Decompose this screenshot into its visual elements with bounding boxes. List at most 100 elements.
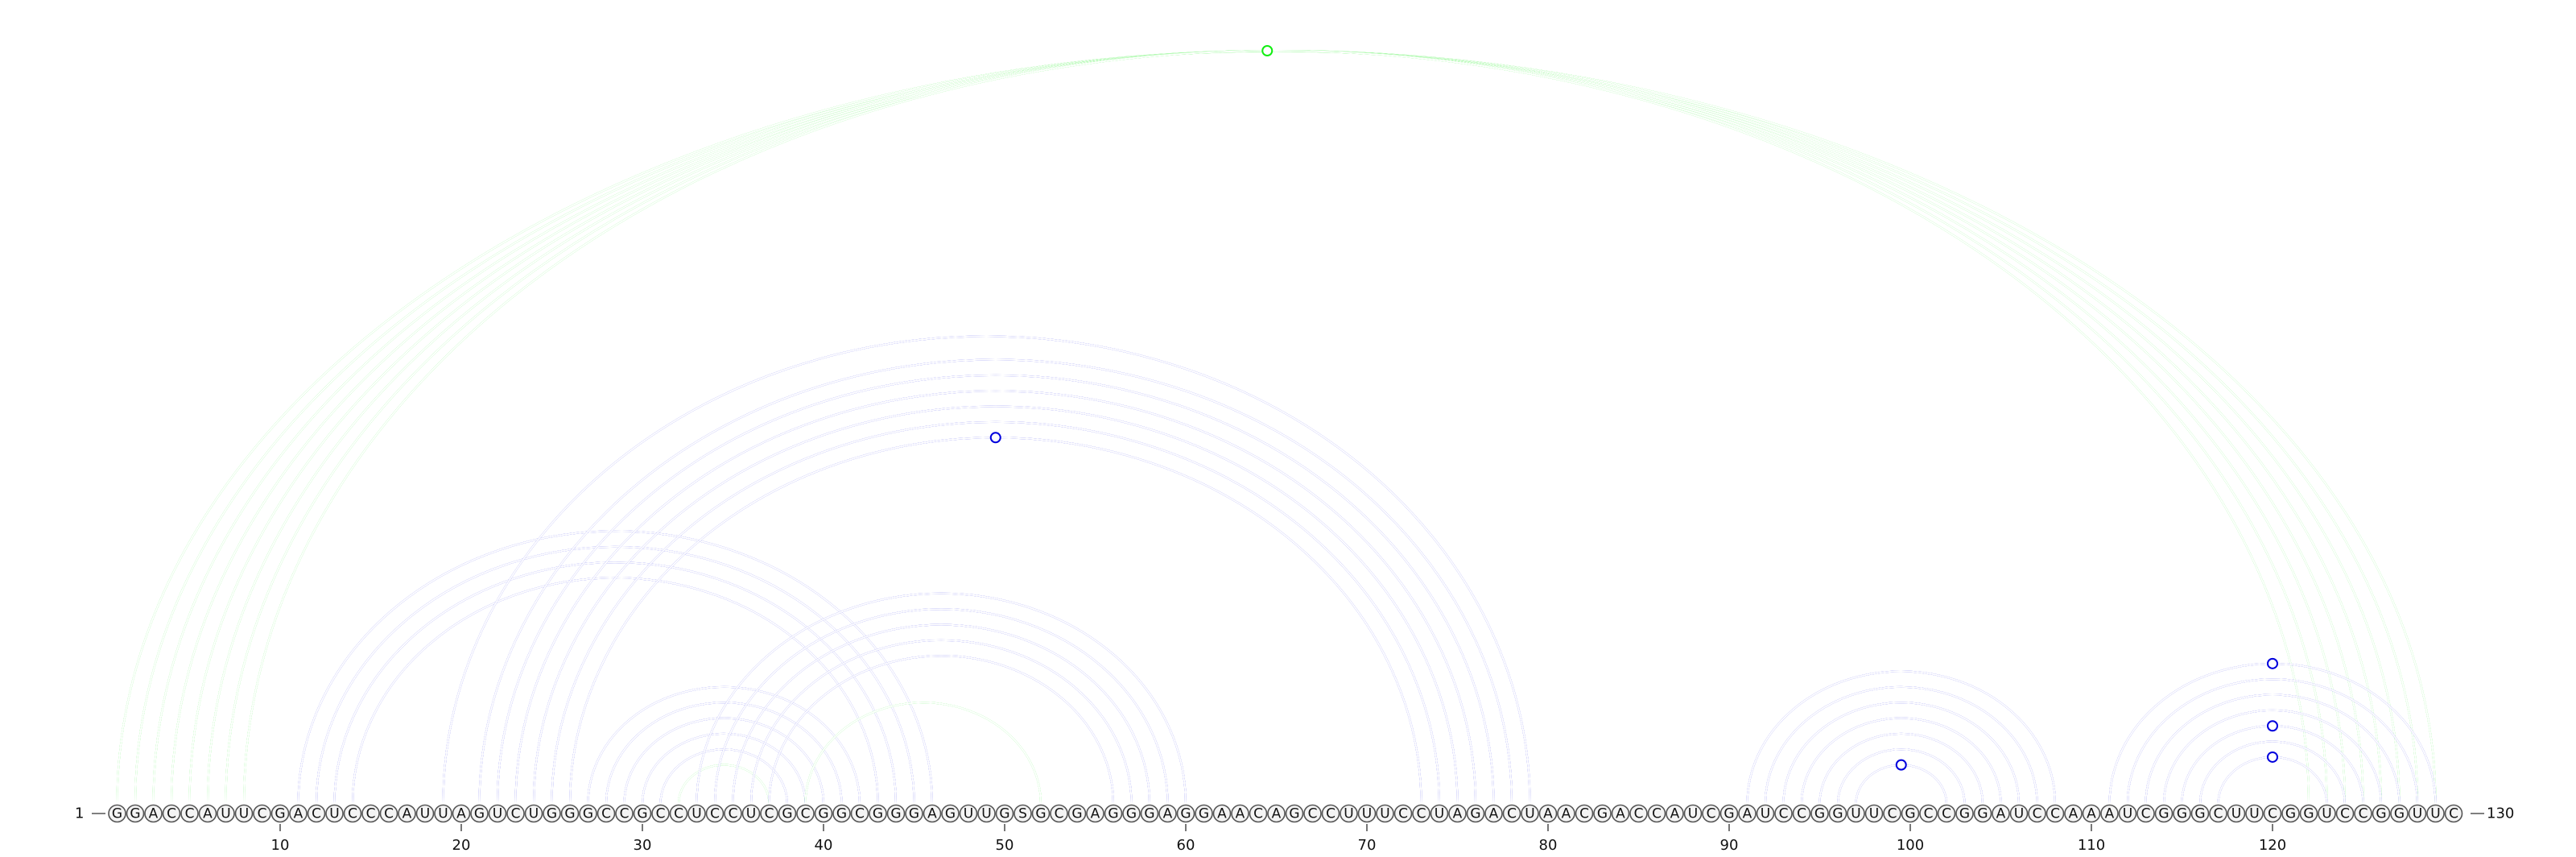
nucleotide: A [1557,804,1575,823]
nucleotide-letter: G [945,806,956,822]
nucleotide-letter: C [167,806,176,822]
nucleotide-letter: U [2231,806,2241,822]
nucleotide: C [506,804,525,823]
nucleotide-letter: G [1180,806,1191,822]
tick-label: 40 [815,837,833,854]
nucleotide: C [361,804,380,823]
nucleotide-letter: A [203,806,213,822]
base-pair-arc [333,561,897,805]
nucleotide: G [560,804,580,823]
nucleotide-letter: C [1398,806,1408,822]
nucleotide: U [415,804,435,823]
nucleotide: C [597,804,616,823]
nucleotide: G [832,804,851,823]
base-pair-arc [514,390,1476,805]
nucleotide: C [651,804,670,823]
arc-marker [1261,45,1274,56]
nucleotide-letter: U [1761,806,1770,822]
nucleotide: G [1973,804,1992,823]
base-pair-arc [732,623,1150,805]
base-pair-arc [1801,717,2002,805]
nucleotide: G [941,804,960,823]
nucleotide: C [1774,804,1793,823]
base-pair-arc [2145,693,2401,805]
nucleotide-letter: G [474,806,485,822]
nucleotide: G [1067,804,1087,823]
nucleotide-letter: C [1924,806,1934,822]
nucleotide: A [1992,804,2010,823]
nucleotide: G [2154,804,2174,823]
base-pair-arc [804,702,1042,805]
nucleotide-letter: G [999,806,1009,822]
nucleotide-letter: C [2033,806,2042,822]
nucleotide: G [1176,804,1195,823]
nucleotide: C [2354,804,2372,823]
nucleotide: G [1719,804,1739,823]
nucleotide-letter: C [2359,806,2368,822]
nucleotide-letter: C [710,806,720,822]
nucleotide: C [307,804,326,823]
nucleotide-letter: A [1272,806,1282,822]
nucleotide-letter: C [384,806,394,822]
tick-label: 10 [271,837,290,854]
nucleotide-letter: G [2303,806,2314,822]
nucleotide-letter: G [890,806,901,822]
nucleotide: G [1104,804,1123,823]
base-pair-arc [243,50,2310,805]
nucleotide-letter: G [1905,806,1915,822]
nucleotide: G [2299,804,2318,823]
nucleotide: A [398,804,416,823]
nucleotide: U [325,804,344,823]
nucleotide: G [2281,804,2300,823]
nucleotide: C [1647,804,1666,823]
nucleotide: G [778,804,797,823]
base-pair-arc [2181,725,2364,805]
base-pair-arc [1818,732,1984,805]
nucleotide: G [1466,804,1485,823]
nucleotide: A [289,804,308,823]
nucleotide-letter: A [1543,806,1553,822]
nucleotide-letter: C [511,806,521,822]
nucleotide: U [977,804,996,823]
nucleotide-letter: U [529,806,539,822]
nucleotide: G [905,804,923,823]
nucleotide-letter: U [1344,806,1353,822]
nucleotide: G [1140,804,1159,823]
nucleotide-letter: A [927,806,937,822]
nucleotide-letter: U [221,806,230,822]
nucleotide: G [108,804,126,823]
nucleotide: U [2118,804,2137,823]
nucleotide: U [741,804,761,823]
nucleotide-letter: C [656,806,666,822]
nucleotide-letter: U [2014,806,2024,822]
arc-marker [1895,759,1907,771]
nucleotide-letter: U [239,806,249,822]
base-pair-arc [478,358,1513,805]
nucleotide-letter: C [1253,806,1263,822]
nucleotide-letter: G [1470,806,1480,822]
nucleotide-letter: A [1743,806,1752,822]
nucleotide: G [2372,804,2391,823]
base-pair-arc [750,639,1133,805]
nucleotide: G [270,804,290,823]
nucleotide: U [2318,804,2336,823]
nucleotide: G [1828,804,1847,823]
nucleotide-letter: U [1525,806,1534,822]
nucleotide-letter: C [601,806,611,822]
nucleotide-letter: C [1652,806,1662,822]
nucleotide: A [1158,804,1177,823]
nucleotide: U [217,804,235,823]
nucleotide-letter: C [1797,806,1806,822]
nucleotide: G [2390,804,2409,823]
nucleotide: C [724,804,742,823]
nucleotide-letter: G [873,806,883,822]
base-pair-arc [134,50,2418,805]
nucleotide: U [524,804,543,823]
nucleotide-letter: G [1144,806,1154,822]
base-pair-arc [1746,670,2056,805]
nucleotide-letter: C [366,806,376,822]
nucleotide: C [2335,804,2355,823]
nucleotide-letter: U [1688,806,1698,822]
nucleotide-letter: U [329,806,339,822]
nucleotide: G [814,804,833,823]
